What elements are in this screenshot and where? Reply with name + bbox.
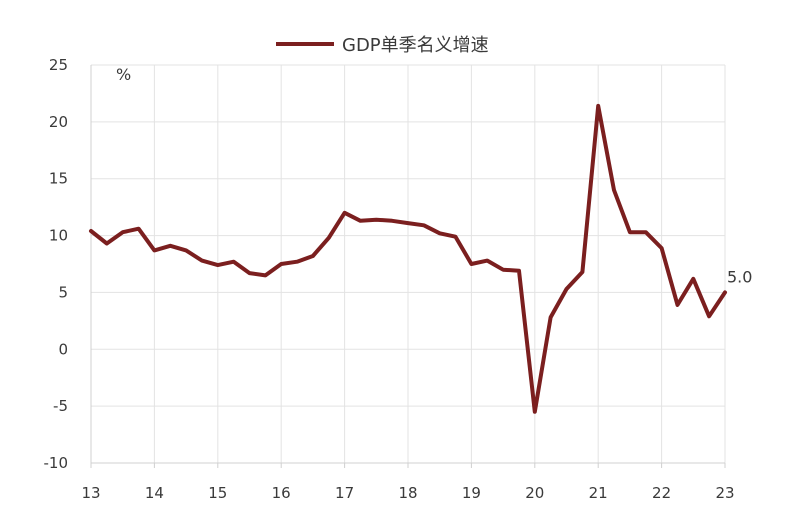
unit-label: % — [116, 65, 131, 84]
axes — [90, 65, 726, 468]
y-tick-label: 25 — [49, 56, 68, 74]
y-tick-label: -10 — [44, 454, 69, 472]
x-tick-label: 13 — [81, 484, 100, 502]
gridlines — [90, 64, 726, 464]
legend: GDP单季名义增速 — [276, 35, 489, 56]
x-tick-label: 18 — [398, 484, 417, 502]
series-line — [89, 103, 727, 414]
x-tick-label: 16 — [272, 484, 291, 502]
x-tick-label: 21 — [589, 484, 608, 502]
y-tick-label: -5 — [53, 397, 68, 415]
x-tick-label: 20 — [525, 484, 544, 502]
y-tick-label: 10 — [49, 227, 68, 245]
series-lines — [89, 103, 727, 414]
x-tick-label: 19 — [462, 484, 481, 502]
x-tick-label: 23 — [715, 484, 734, 502]
y-tick-label: 15 — [49, 170, 68, 188]
x-tick-label: 22 — [652, 484, 671, 502]
x-tick-label: 14 — [145, 484, 164, 502]
data-label: 5.0 — [727, 267, 752, 286]
y-tick-label: 5 — [58, 283, 68, 301]
y-tick-label: 20 — [49, 113, 68, 131]
y-tick-label: 0 — [58, 340, 68, 358]
tick-labels: 25 20 15 10 5 0 -5 -10 13 14 15 16 17 18 19 20 21 22 23 5.0 — [44, 56, 753, 502]
x-tick-label: 15 — [208, 484, 227, 502]
legend-label: GDP单季名义增速 — [342, 35, 489, 56]
x-tick-label: 17 — [335, 484, 354, 502]
